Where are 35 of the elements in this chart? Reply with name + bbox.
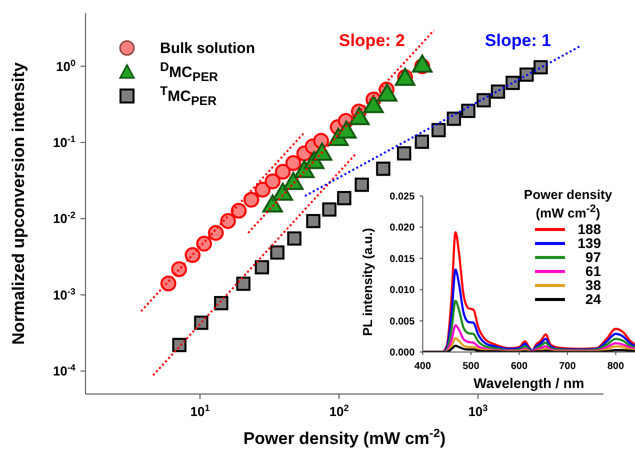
y-tick-label: 0.000 xyxy=(390,348,416,358)
x-axis-title: Power density (mW cm$^{-2}$) xyxy=(243,426,446,448)
y-tick-label: 10$^{-3}$ xyxy=(52,286,76,302)
y-axis-title: Normalized upconversion intensity xyxy=(9,62,28,345)
x-axis-title: Wavelength / nm xyxy=(473,375,584,391)
legend-label: 188 xyxy=(576,221,601,238)
y-tick-label: 0.020 xyxy=(390,222,416,234)
legend-label: 24 xyxy=(584,291,601,308)
x-tick-label: 10$^{1}$ xyxy=(190,403,210,419)
legend-label: 97 xyxy=(584,249,601,266)
x-tick-label: 10$^{2}$ xyxy=(329,403,349,419)
x-tick-label: 700 xyxy=(559,361,576,372)
legend-title: Power density (mW cm$^{-2}$) xyxy=(522,187,614,220)
x-tick-label: 600 xyxy=(510,361,528,372)
annotation: Slope: 2 xyxy=(338,31,405,50)
x-tick-label: 10$^{3}$ xyxy=(468,403,488,419)
y-axis-title: PL intensity (a.u.) xyxy=(360,228,375,336)
x-tick-label: 500 xyxy=(462,361,480,372)
y-tick-label: 0.010 xyxy=(390,285,416,296)
y-tick-label: 0.005 xyxy=(390,316,416,328)
x-tick-label: 800 xyxy=(607,361,624,372)
legend-label: Bulk solution xyxy=(160,40,255,56)
legend-label: 61 xyxy=(584,263,601,280)
legend-label: 38 xyxy=(584,277,601,294)
annotation: Slope: 1 xyxy=(484,31,552,50)
y-tick-label: 10$^{-2}$ xyxy=(52,210,76,226)
legend-label: $^{D}$MC$_{PER}$ xyxy=(160,60,218,84)
y-tick-label: 10$^{0}$ xyxy=(56,58,76,74)
legend-label: $^{T}$MC$_{PER}$ xyxy=(160,84,217,108)
x-tick-label: 400 xyxy=(414,361,432,372)
y-tick-label: 10$^{-4}$ xyxy=(52,362,76,379)
y-tick-label: 0.015 xyxy=(390,254,416,265)
y-tick-label: 0.025 xyxy=(390,192,416,202)
legend-label: 139 xyxy=(576,235,601,252)
y-tick-label: 10$^{-1}$ xyxy=(52,134,76,150)
